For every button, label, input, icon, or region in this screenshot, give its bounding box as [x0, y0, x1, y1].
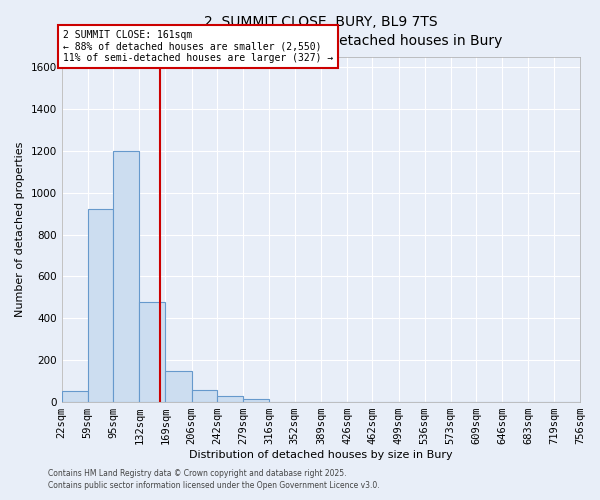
Bar: [191, 390, 217, 402]
Bar: [217, 396, 243, 402]
Bar: [243, 399, 269, 402]
Bar: [88, 210, 113, 402]
Bar: [139, 302, 166, 402]
Y-axis label: Number of detached properties: Number of detached properties: [15, 142, 25, 317]
Text: 2 SUMMIT CLOSE: 161sqm
← 88% of detached houses are smaller (2,550)
11% of semi-: 2 SUMMIT CLOSE: 161sqm ← 88% of detached…: [63, 30, 334, 63]
Text: Contains HM Land Registry data © Crown copyright and database right 2025.
Contai: Contains HM Land Registry data © Crown c…: [48, 469, 380, 490]
Bar: [166, 370, 191, 402]
Bar: [113, 151, 139, 402]
Title: 2, SUMMIT CLOSE, BURY, BL9 7TS
Size of property relative to detached houses in B: 2, SUMMIT CLOSE, BURY, BL9 7TS Size of p…: [140, 15, 502, 48]
X-axis label: Distribution of detached houses by size in Bury: Distribution of detached houses by size …: [189, 450, 452, 460]
Bar: [62, 390, 88, 402]
